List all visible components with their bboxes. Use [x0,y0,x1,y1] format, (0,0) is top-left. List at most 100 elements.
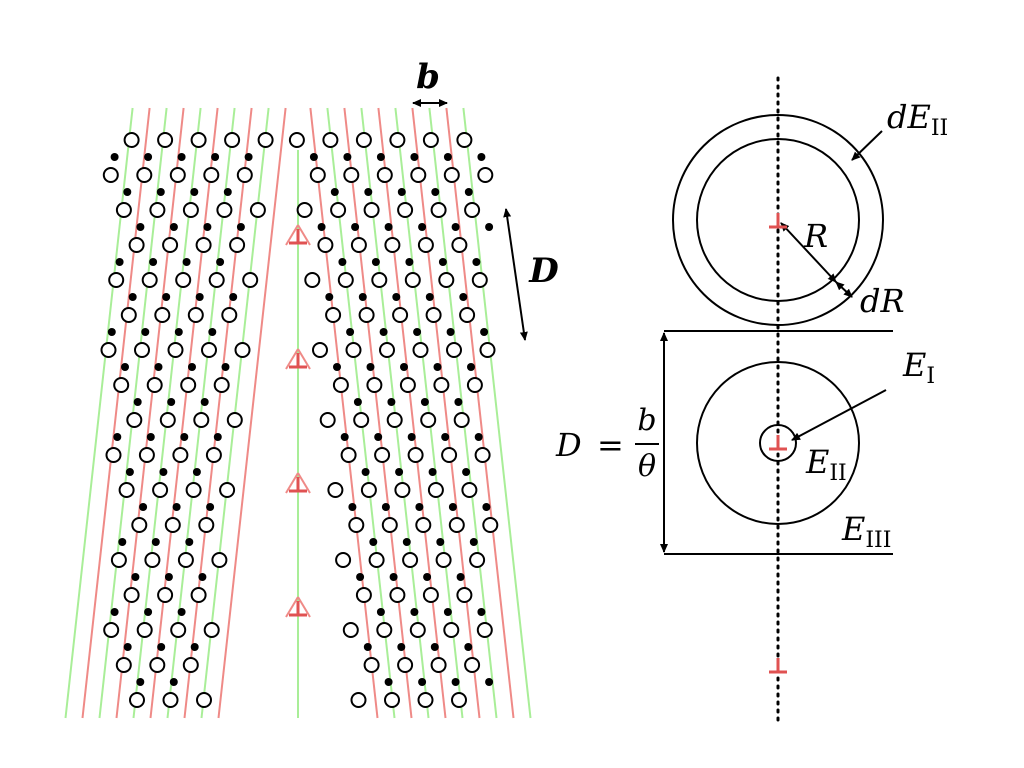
core-circle [759,424,797,462]
boundary-dislocation-symbol [289,353,307,369]
lattice-atom-open [126,412,143,428]
lattice-atom-filled [454,398,463,406]
dr-label: dR [860,282,905,320]
lattice-atom-open [376,622,393,638]
lattice-atom-filled [485,678,494,686]
lattice-atom-filled [216,258,225,266]
lattice-atom-open [100,342,117,358]
lattice-atom-open [443,167,460,183]
extra-half-plane [285,224,299,246]
e2-label: EII [805,443,847,486]
lattice-atom-filled [464,643,473,651]
lattice-atom-open [185,482,202,498]
lattice-atom-filled [333,363,341,371]
lattice-atom-filled [443,608,452,616]
lattice-atom-open [108,272,125,288]
outer-annulus-circle [672,114,884,326]
lattice-atom-open [409,622,426,638]
lattice-atom-open [412,342,429,358]
lattice-atom-filled [317,223,326,231]
lattice-atom-filled [477,608,486,616]
lattice-atom-open [190,587,207,603]
extra-half-plane [297,472,311,494]
extra-half-plane [297,348,311,370]
lattice-atom-filled [443,153,452,161]
lattice-atom-open [196,692,212,708]
lattice-atom-open [376,167,393,183]
lattice-atom-filled [469,538,478,546]
lattice-atom-open [422,587,439,603]
lattice-atom-open [430,202,447,218]
lattice-atom-filled [363,643,372,651]
lattice-atom-filled [128,293,137,301]
lattice-atom-filled [425,293,434,301]
lattice-atom-open [435,552,452,568]
lattice-atom-open [211,552,228,568]
lattice-atom-filled [462,468,471,476]
lattice-atom-open [234,342,251,358]
lattice-atom-open [366,377,383,393]
lattice-atom-filled [472,258,481,266]
lattice-atom-filled [384,678,393,686]
lattice-atoms-filled [107,153,494,686]
lattice-atom-filled [343,153,352,161]
lattice-atom-open [102,167,119,183]
lattice-atom-filled [151,538,160,546]
lattice-atom-filled [387,398,396,406]
formula-equals: = [597,426,624,464]
lattice-atom-open [128,237,145,253]
lattice-panel: b D [64,57,559,719]
lattice-atoms-open [100,132,499,708]
lattice-atom-open [157,132,174,148]
lattice-atom-filled [115,258,124,266]
lattice-atom-filled [482,503,491,511]
lattice-atom-open [397,657,414,673]
formula-lhs: D [555,426,582,464]
lattice-atom-filled [467,363,475,371]
lattice-atom-open [105,447,122,463]
lattice-atom-filled [330,188,339,196]
lattice-atom-open [118,482,135,498]
lattice-atom-open [129,692,145,708]
lattice-plane [462,107,532,719]
lattice-atom-open [332,377,349,393]
lattice-atom-filled [244,153,253,161]
lattice-atom-filled [221,363,230,371]
lattice-atom-open [304,272,321,288]
lattice-atom-filled [438,258,447,266]
lattice-atom-open [358,307,375,323]
lattice-atom-open [410,167,427,183]
lattice-atom-filled [456,573,465,581]
lattice-atom-open [459,307,476,323]
lattice-atom-filled [407,433,416,441]
lattice-atom-filled [405,258,414,266]
lattice-atom-open [456,587,473,603]
lattice-atom-filled [410,153,419,161]
lattice-atom-open [399,377,416,393]
lattice-atom-filled [156,188,165,196]
lattice-atom-filled [157,643,166,651]
lattice-atom-filled [474,433,483,441]
lattice-atom-open [335,552,352,568]
lattice-atom-open [350,692,367,708]
lattice-atom-filled [188,363,196,371]
lattice-atom-open [103,622,120,638]
lattice-atom-open [386,412,403,428]
lattice-atom-filled [436,538,445,546]
lattice-atom-open [363,202,380,218]
lattice-atom-open [224,132,241,148]
lattice-atom-filled [477,153,486,161]
lattice-atom-open [190,132,207,148]
lattice-atom-open [402,552,419,568]
lattice-atom-filled [451,223,460,231]
lattice-atom-filled [169,678,178,686]
lattice-atom-filled [325,293,334,301]
lattice-atom-open [479,342,496,358]
lattice-atom-filled [136,678,145,686]
lattice-atom-open [448,517,465,533]
lattice-atom-open [381,517,398,533]
lattice-atom-filled [309,153,318,161]
lattice-atom-filled [229,293,238,301]
lattice-atom-open [417,692,434,708]
lattice-atom-filled [395,468,404,476]
